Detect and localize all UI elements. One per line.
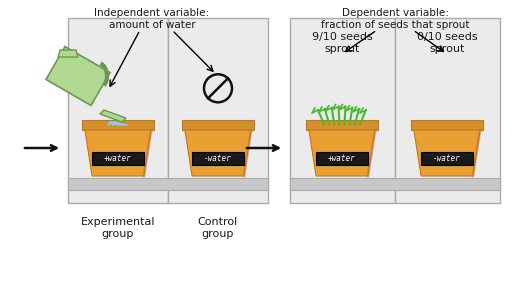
Bar — [192, 151, 244, 164]
Bar — [290, 178, 500, 190]
Polygon shape — [309, 130, 375, 176]
Polygon shape — [85, 130, 151, 176]
Bar — [82, 120, 154, 130]
Text: Control
group: Control group — [198, 217, 238, 238]
Bar — [395, 18, 500, 203]
Text: Dependent variable:
fraction of seeds that sprout: Dependent variable: fraction of seeds th… — [321, 8, 470, 30]
Bar — [290, 18, 395, 203]
Text: +water: +water — [104, 154, 132, 163]
Polygon shape — [414, 130, 480, 176]
Bar — [421, 151, 473, 164]
Bar — [316, 151, 368, 164]
Polygon shape — [58, 50, 78, 57]
Bar — [411, 120, 483, 130]
Text: Independent variable:
amount of water: Independent variable: amount of water — [94, 8, 209, 30]
Bar — [306, 120, 378, 130]
Polygon shape — [100, 110, 126, 122]
Text: +water: +water — [328, 154, 356, 163]
Bar — [68, 178, 268, 190]
Text: Experimental
group: Experimental group — [81, 217, 155, 238]
Bar — [182, 120, 254, 130]
Bar — [168, 18, 268, 203]
Bar — [92, 151, 144, 164]
Text: -water: -water — [433, 154, 461, 163]
Polygon shape — [46, 47, 110, 105]
Polygon shape — [185, 130, 251, 176]
Text: -water: -water — [204, 154, 232, 163]
Bar — [68, 18, 168, 203]
Text: 0/10 seeds
sprout: 0/10 seeds sprout — [417, 32, 477, 54]
Text: 9/10 seeds
sprout: 9/10 seeds sprout — [312, 32, 372, 54]
